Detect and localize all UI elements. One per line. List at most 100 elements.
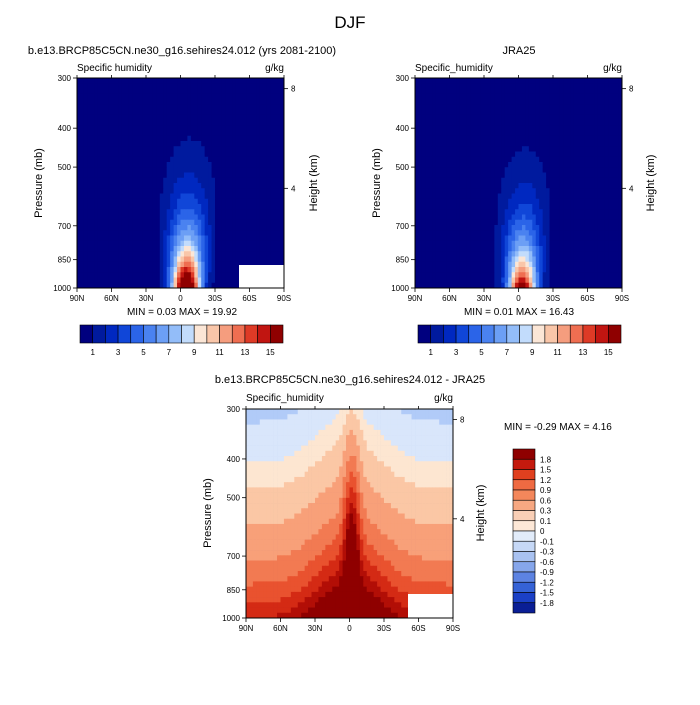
contour-cell: [218, 78, 222, 84]
contour-cell: [149, 152, 153, 158]
contour-cell: [418, 257, 422, 263]
contour-cell: [84, 251, 88, 257]
contour-cell: [181, 246, 185, 252]
contour-cell: [494, 131, 498, 137]
contour-cell: [225, 157, 229, 163]
contour-cell: [105, 157, 109, 163]
contour-cell: [263, 209, 267, 215]
contour-cell: [487, 162, 491, 168]
contour-cell: [129, 194, 133, 200]
contour-cell: [215, 220, 219, 226]
contour-cell: [508, 125, 512, 131]
contour-cell: [229, 246, 233, 252]
contour-cell: [615, 78, 619, 84]
contour-cell: [174, 120, 178, 126]
contour-cell: [263, 194, 267, 200]
contour-cell: [270, 152, 274, 158]
contour-cell: [80, 230, 84, 236]
contour-cell: [429, 115, 433, 121]
contour-cell: [487, 83, 491, 89]
contour-cell: [98, 141, 102, 147]
contour-cell: [467, 199, 471, 205]
colorbar-box: [570, 325, 583, 343]
contour-cell: [132, 173, 136, 179]
contour-cell: [529, 152, 533, 158]
contour-cell: [567, 152, 571, 158]
contour-cell: [594, 278, 598, 284]
contour-cell: [515, 178, 519, 184]
contour-cell: [256, 167, 260, 173]
contour-cell: [212, 136, 216, 142]
contour-cell: [263, 188, 267, 194]
contour-cell: [605, 257, 609, 263]
contour-cell: [156, 94, 160, 100]
contour-cell: [519, 136, 523, 142]
contour-cell: [243, 178, 247, 184]
contour-cell: [450, 178, 454, 184]
contour-cell: [91, 115, 95, 121]
contour-cell: [232, 178, 236, 184]
contour-cell: [519, 236, 523, 242]
contour-cell: [129, 267, 133, 273]
contour-cell: [474, 246, 478, 252]
contour-cell: [505, 104, 509, 110]
contour-cell: [570, 272, 574, 278]
contour-cell: [501, 125, 505, 131]
contour-cell: [153, 230, 157, 236]
contour-cell: [563, 83, 567, 89]
contour-cell: [187, 78, 191, 84]
contour-cell: [432, 220, 436, 226]
contour-cell: [508, 230, 512, 236]
contour-cell: [601, 152, 605, 158]
contour-cell: [505, 141, 509, 147]
contour-cell: [139, 99, 143, 105]
contour-cell: [250, 199, 254, 205]
contour-cell: [581, 167, 585, 173]
contour-cell: [181, 141, 185, 147]
contour-cell: [484, 89, 488, 95]
contour-cell: [467, 251, 471, 257]
contour-cell: [201, 104, 205, 110]
contour-cell: [149, 194, 153, 200]
contour-cell: [267, 89, 271, 95]
contour-cell: [508, 246, 512, 252]
contour-cell: [191, 125, 195, 131]
contour-cell: [253, 215, 257, 221]
contour-cell: [563, 157, 567, 163]
contour-cell: [515, 278, 519, 284]
contour-cell: [208, 136, 212, 142]
contour-cell: [532, 136, 536, 142]
contour-cell: [588, 204, 592, 210]
contour-cell: [191, 120, 195, 126]
contour-cell: [212, 236, 216, 242]
contour-cell: [229, 141, 233, 147]
contour-cell: [439, 199, 443, 205]
contour-cell: [463, 83, 467, 89]
contour-cell: [484, 167, 488, 173]
contour-cell: [194, 251, 198, 257]
contour-cell: [539, 152, 543, 158]
contour-cell: [156, 272, 160, 278]
contour-cell: [584, 257, 588, 263]
contour-cell: [522, 152, 526, 158]
contour-cell: [532, 251, 536, 257]
contour-cell: [605, 230, 609, 236]
contour-cell: [153, 183, 157, 189]
contour-cell: [112, 251, 116, 257]
contour-cell: [112, 257, 116, 263]
contour-cell: [536, 104, 540, 110]
contour-cell: [105, 278, 109, 284]
contour-cell: [584, 131, 588, 137]
contour-cell: [522, 110, 526, 116]
contour-cell: [598, 157, 602, 163]
contour-cell: [80, 251, 84, 257]
contour-cell: [160, 251, 164, 257]
contour-cell: [456, 262, 460, 268]
contour-cell: [501, 99, 505, 105]
contour-cell: [460, 141, 464, 147]
contour-cell: [153, 236, 157, 242]
contour-cell: [77, 157, 81, 163]
contour-cell: [415, 188, 419, 194]
contour-cell: [456, 236, 460, 242]
contour-cell: [143, 136, 147, 142]
